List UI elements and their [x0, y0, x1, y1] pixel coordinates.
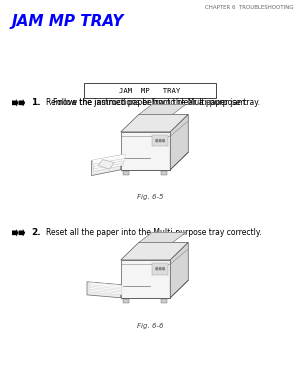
Polygon shape	[19, 99, 25, 107]
Text: Follow the instructions below to clear a paper jam:: Follow the instructions below to clear a…	[53, 98, 247, 107]
Polygon shape	[92, 155, 121, 175]
FancyBboxPatch shape	[123, 299, 129, 303]
Polygon shape	[121, 132, 170, 170]
Polygon shape	[139, 104, 186, 114]
Text: Reset all the paper into the Multi-purpose tray correctly.: Reset all the paper into the Multi-purpo…	[46, 228, 262, 237]
Polygon shape	[89, 282, 122, 288]
Text: JAM MP TRAY: JAM MP TRAY	[12, 14, 124, 29]
Polygon shape	[89, 288, 122, 293]
Text: JAM  MP   TRAY: JAM MP TRAY	[119, 88, 181, 94]
Polygon shape	[12, 99, 19, 107]
Text: CHAPTER 6  TROUBLESHOOTING: CHAPTER 6 TROUBLESHOOTING	[206, 5, 294, 10]
Polygon shape	[87, 282, 121, 298]
Polygon shape	[19, 229, 25, 237]
FancyBboxPatch shape	[123, 171, 129, 175]
FancyBboxPatch shape	[152, 135, 168, 147]
FancyBboxPatch shape	[161, 299, 167, 303]
Polygon shape	[12, 229, 19, 237]
Circle shape	[156, 140, 158, 142]
Polygon shape	[89, 289, 122, 295]
Polygon shape	[89, 284, 122, 289]
Circle shape	[163, 268, 164, 270]
Polygon shape	[121, 114, 188, 132]
Circle shape	[163, 140, 164, 142]
Polygon shape	[170, 242, 188, 298]
Polygon shape	[121, 260, 170, 298]
Polygon shape	[121, 242, 188, 260]
Polygon shape	[98, 159, 114, 169]
Polygon shape	[94, 161, 123, 171]
Polygon shape	[93, 156, 124, 166]
Polygon shape	[170, 114, 188, 170]
Polygon shape	[89, 287, 122, 292]
Polygon shape	[93, 154, 125, 164]
Circle shape	[159, 140, 161, 142]
Text: Remove the jammed paper from the Multi-purpose tray.: Remove the jammed paper from the Multi-p…	[46, 98, 260, 107]
FancyBboxPatch shape	[84, 83, 216, 98]
Circle shape	[159, 268, 161, 270]
FancyBboxPatch shape	[161, 171, 167, 175]
Text: Fig. 6-6: Fig. 6-6	[137, 323, 163, 329]
Text: 2.: 2.	[32, 228, 41, 237]
FancyBboxPatch shape	[152, 263, 168, 275]
Circle shape	[156, 268, 158, 270]
Text: 1.: 1.	[32, 98, 41, 107]
Polygon shape	[139, 232, 186, 242]
Polygon shape	[89, 285, 122, 291]
Text: Fig. 6-5: Fig. 6-5	[137, 194, 163, 200]
Polygon shape	[93, 159, 124, 169]
